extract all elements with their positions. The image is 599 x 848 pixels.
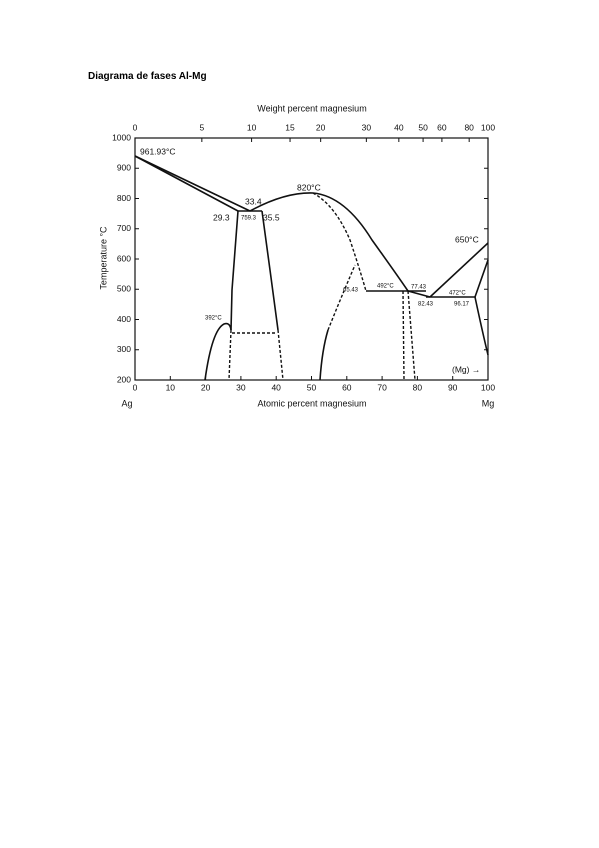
liquidus-left: [134, 155, 251, 212]
diagram-annotation: 65.43: [343, 288, 359, 294]
top-axis-title: Weight percent magnesium: [257, 103, 366, 113]
diagram-annotation: 472°C: [449, 291, 466, 297]
top-tick-label: 80: [464, 122, 474, 132]
page-title: Diagrama de fases Al-Mg: [88, 71, 207, 82]
x-tick-label: 80: [413, 382, 423, 392]
diagram-annotation: 29.3: [213, 212, 230, 222]
top-tick-label: 60: [437, 122, 447, 132]
plot-frame: [134, 137, 489, 381]
y-tick-label: 800: [117, 193, 131, 203]
top-tick-label: 0: [133, 122, 138, 132]
diagram-annotation: 77.43: [411, 285, 427, 291]
top-tick-label: 10: [247, 122, 257, 132]
top-tick-label: 5: [199, 122, 204, 132]
alpha-solvus-dashed: [228, 329, 232, 381]
diagram-annotation: 392°C: [205, 316, 222, 322]
diagram-annotation: 33.4: [245, 196, 262, 206]
top-tick-label: 50: [418, 122, 428, 132]
x-tick-label: 100: [481, 382, 495, 392]
x-tick-label: 40: [271, 382, 281, 392]
diagram-annotation: 961.93°C: [140, 146, 176, 156]
liquidus-right: [429, 242, 489, 298]
x-tick-label: 70: [377, 382, 387, 392]
y-tick-label: 400: [117, 314, 131, 324]
beta-boundary: [261, 210, 279, 331]
y-tick-label: 1000: [112, 132, 131, 142]
diagram-annotation: (Mg) →: [452, 364, 480, 374]
left-end-label: Ag: [121, 398, 132, 408]
diagram-annotation: 820°C: [297, 182, 321, 192]
beta-boundary-dashed: [277, 329, 284, 381]
ordering-dome: [204, 322, 232, 381]
top-tick-label: 40: [394, 122, 404, 132]
x-tick-label: 60: [342, 382, 352, 392]
left-axis-title: Temperature °C: [98, 226, 108, 290]
diagram-annotation: 759.3: [241, 216, 257, 222]
x-tick-label: 10: [166, 382, 176, 392]
phase-lines: [134, 155, 489, 381]
y-tick-label: 500: [117, 284, 131, 294]
compound-left: [402, 290, 405, 381]
bottom-axis-title: Atomic percent magnesium: [257, 398, 366, 408]
x-tick-label: 30: [236, 382, 246, 392]
right-end-label: Mg: [482, 398, 495, 408]
x-tick-label: 90: [448, 382, 458, 392]
top-tick-label: 20: [316, 122, 326, 132]
y-tick-label: 300: [117, 344, 131, 354]
y-tick-label: 600: [117, 253, 131, 263]
x-tick-label: 20: [201, 382, 211, 392]
x-tick-label: 50: [307, 382, 317, 392]
top-tick-label: 100: [481, 122, 495, 132]
y-tick-label: 700: [117, 223, 131, 233]
diagram-annotation: 96.17: [454, 302, 470, 308]
mg-solvus: [474, 296, 489, 356]
top-tick-label: 15: [285, 122, 295, 132]
diagram-annotation: 82.43: [418, 302, 434, 308]
diagram-annotation: 35.5: [263, 212, 280, 222]
mg-solidus: [474, 259, 489, 298]
liquidus-dome: [249, 192, 409, 292]
diagram-annotation: 650°C: [455, 234, 479, 244]
x-tick-label: 0: [133, 382, 138, 392]
y-tick-label: 900: [117, 163, 131, 173]
solid-dome-lower: [327, 264, 356, 331]
solid-dome-right: [312, 192, 367, 292]
compound-right: [407, 290, 416, 381]
y-tick-label: 200: [117, 374, 131, 384]
alpha-solvus: [230, 210, 239, 331]
solidus-left: [134, 155, 239, 212]
solid-dome-base: [319, 329, 329, 381]
diagram-annotation: 492°C: [377, 284, 394, 290]
liquidus-mid: [407, 290, 431, 298]
top-tick-label: 30: [362, 122, 372, 132]
